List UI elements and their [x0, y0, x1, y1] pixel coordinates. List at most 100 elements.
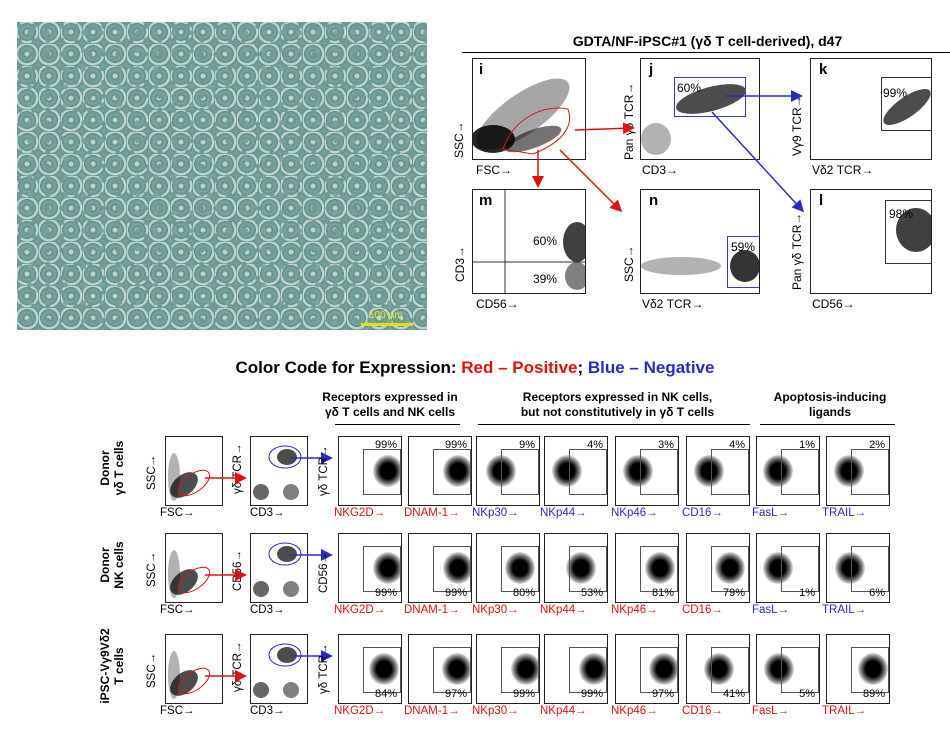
plot-m-xlabel: CD56→: [476, 297, 519, 311]
marker-plot: 80%: [476, 533, 540, 603]
plot-i-label: i: [479, 61, 484, 78]
group-header-apoptosis-line2: ligands: [808, 405, 851, 419]
plot-k-ylabel: Vγ9 TCR→: [790, 95, 804, 156]
marker-plot: 1%: [756, 533, 820, 603]
cell-population: [763, 455, 794, 487]
marker-plot: 84%: [338, 634, 402, 704]
marker-pct: 53%: [580, 587, 603, 599]
cd3-plot-xlabel: CD3→: [250, 604, 285, 616]
marker-plot: 89%: [826, 634, 890, 704]
plot-k-label: k: [819, 61, 828, 78]
marker-plot: 97%: [615, 634, 679, 704]
positive-gate: [851, 449, 889, 495]
gate: [268, 445, 302, 469]
plot-n-gate: [727, 236, 759, 288]
population: [253, 484, 269, 500]
color-code-separator: ;: [577, 358, 588, 377]
positive-gate: [711, 449, 749, 495]
marker-pct: 41%: [722, 688, 745, 700]
debris: [168, 453, 180, 501]
group-rule-shared: [335, 424, 460, 425]
positive-gate: [781, 449, 819, 495]
row-label: Donor NK cells: [98, 525, 126, 605]
cd3-gate-plot: [250, 533, 308, 603]
plot-m-pct-lower: 39%: [533, 272, 558, 286]
marker-pct: 99%: [580, 688, 603, 700]
cell-population: [372, 455, 401, 487]
cell-population: [510, 653, 539, 685]
population: [283, 581, 299, 597]
cell-population: [552, 455, 583, 487]
row-label: iPSC-Vγ9Vδ2 T cells: [98, 626, 126, 706]
cell-population: [368, 653, 399, 685]
positive-gate: [569, 647, 607, 693]
population: [253, 682, 269, 698]
marker-plot: 53%: [544, 533, 608, 603]
cell-population: [704, 653, 735, 685]
gate: [268, 542, 302, 566]
row-label-line1: iPSC-Vγ9Vδ2: [98, 628, 112, 704]
marker-row-ylabel: CD56→: [318, 552, 330, 593]
plot-n-label: n: [649, 192, 659, 209]
color-code-legend: Color Code for Expression: Red – Positiv…: [0, 358, 950, 378]
plot-m-ylabel: CD3→: [453, 245, 467, 282]
marker-plot: 2%: [826, 436, 890, 506]
scatter-gate-svg: [168, 453, 211, 501]
scatter-gate-plot: [165, 436, 223, 506]
positive-gate: [433, 449, 471, 495]
group-header-shared: Receptors expressed in γδ T cells and NK…: [310, 390, 470, 420]
cd3-plot-ylabel: CD56→: [232, 550, 244, 591]
gate-plot-ylabel: SSC→: [146, 551, 158, 587]
row-label-line2: NK cells: [112, 541, 126, 589]
marker-xlabel: FasL→: [752, 507, 790, 519]
marker-pct: 6%: [869, 587, 885, 599]
gate-plot-ylabel: SSC→: [146, 454, 158, 490]
marker-xlabel: NKp44→: [540, 507, 587, 519]
marker-xlabel: DNAM-1→: [404, 705, 460, 717]
marker-plot: 4%: [544, 436, 608, 506]
cell-population: [578, 653, 607, 685]
positive-gate: [781, 546, 819, 592]
group-rule-apoptosis: [760, 424, 895, 425]
marker-plot: 1%: [756, 436, 820, 506]
marker-plot: 99%: [408, 436, 472, 506]
marker-pct: 84%: [374, 688, 397, 700]
marker-pct: 99%: [374, 587, 397, 599]
group-header-nk-line1: Receptors expressed in NK cells,: [522, 390, 713, 404]
marker-pct: 2%: [869, 439, 885, 451]
positive-gate: [501, 449, 539, 495]
marker-plot: 97%: [408, 634, 472, 704]
plot-l-pct: 98%: [889, 207, 914, 221]
group-header-apoptosis: Apoptosis-inducing ligands: [760, 390, 900, 420]
positive-gate: [433, 546, 471, 592]
cells: [170, 472, 198, 498]
positive-gate: [711, 546, 749, 592]
color-code-negative: Blue – Negative: [587, 358, 715, 377]
plot-n-ylabel: SSC→: [622, 245, 636, 282]
group-header-nk-line2: but not constitutively in γδ T cells: [520, 405, 715, 419]
plot-j-pct: 60%: [677, 81, 702, 95]
gate: [177, 469, 211, 497]
marker-plot: 81%: [615, 533, 679, 603]
positive-gate: [363, 449, 401, 495]
group-header-shared-line2: γδ T cells and NK cells: [325, 405, 455, 419]
marker-pct: 5%: [799, 688, 815, 700]
plot-m-pct-upper: 60%: [533, 234, 558, 248]
marker-pct: 97%: [651, 688, 674, 700]
cd3-gate-svg: [253, 445, 302, 500]
scatter-gate-svg: [168, 651, 211, 699]
marker-xlabel: NKG2D→: [334, 604, 386, 616]
marker-xlabel: CD16→: [682, 705, 723, 717]
gate: [177, 667, 211, 695]
marker-plot: 99%: [408, 533, 472, 603]
marker-pct: 81%: [651, 587, 674, 599]
plot-n-xlabel: Vδ2 TCR→: [642, 297, 704, 311]
marker-xlabel: NKp30→: [472, 604, 519, 616]
marker-pct: 99%: [444, 439, 467, 451]
cd3-gate-plot: [250, 436, 308, 506]
plot-l: l 98%: [810, 189, 932, 294]
cell-population: [649, 653, 678, 685]
marker-plot: 41%: [686, 634, 750, 704]
marker-plot: 3%: [615, 436, 679, 506]
debris: [168, 550, 180, 598]
